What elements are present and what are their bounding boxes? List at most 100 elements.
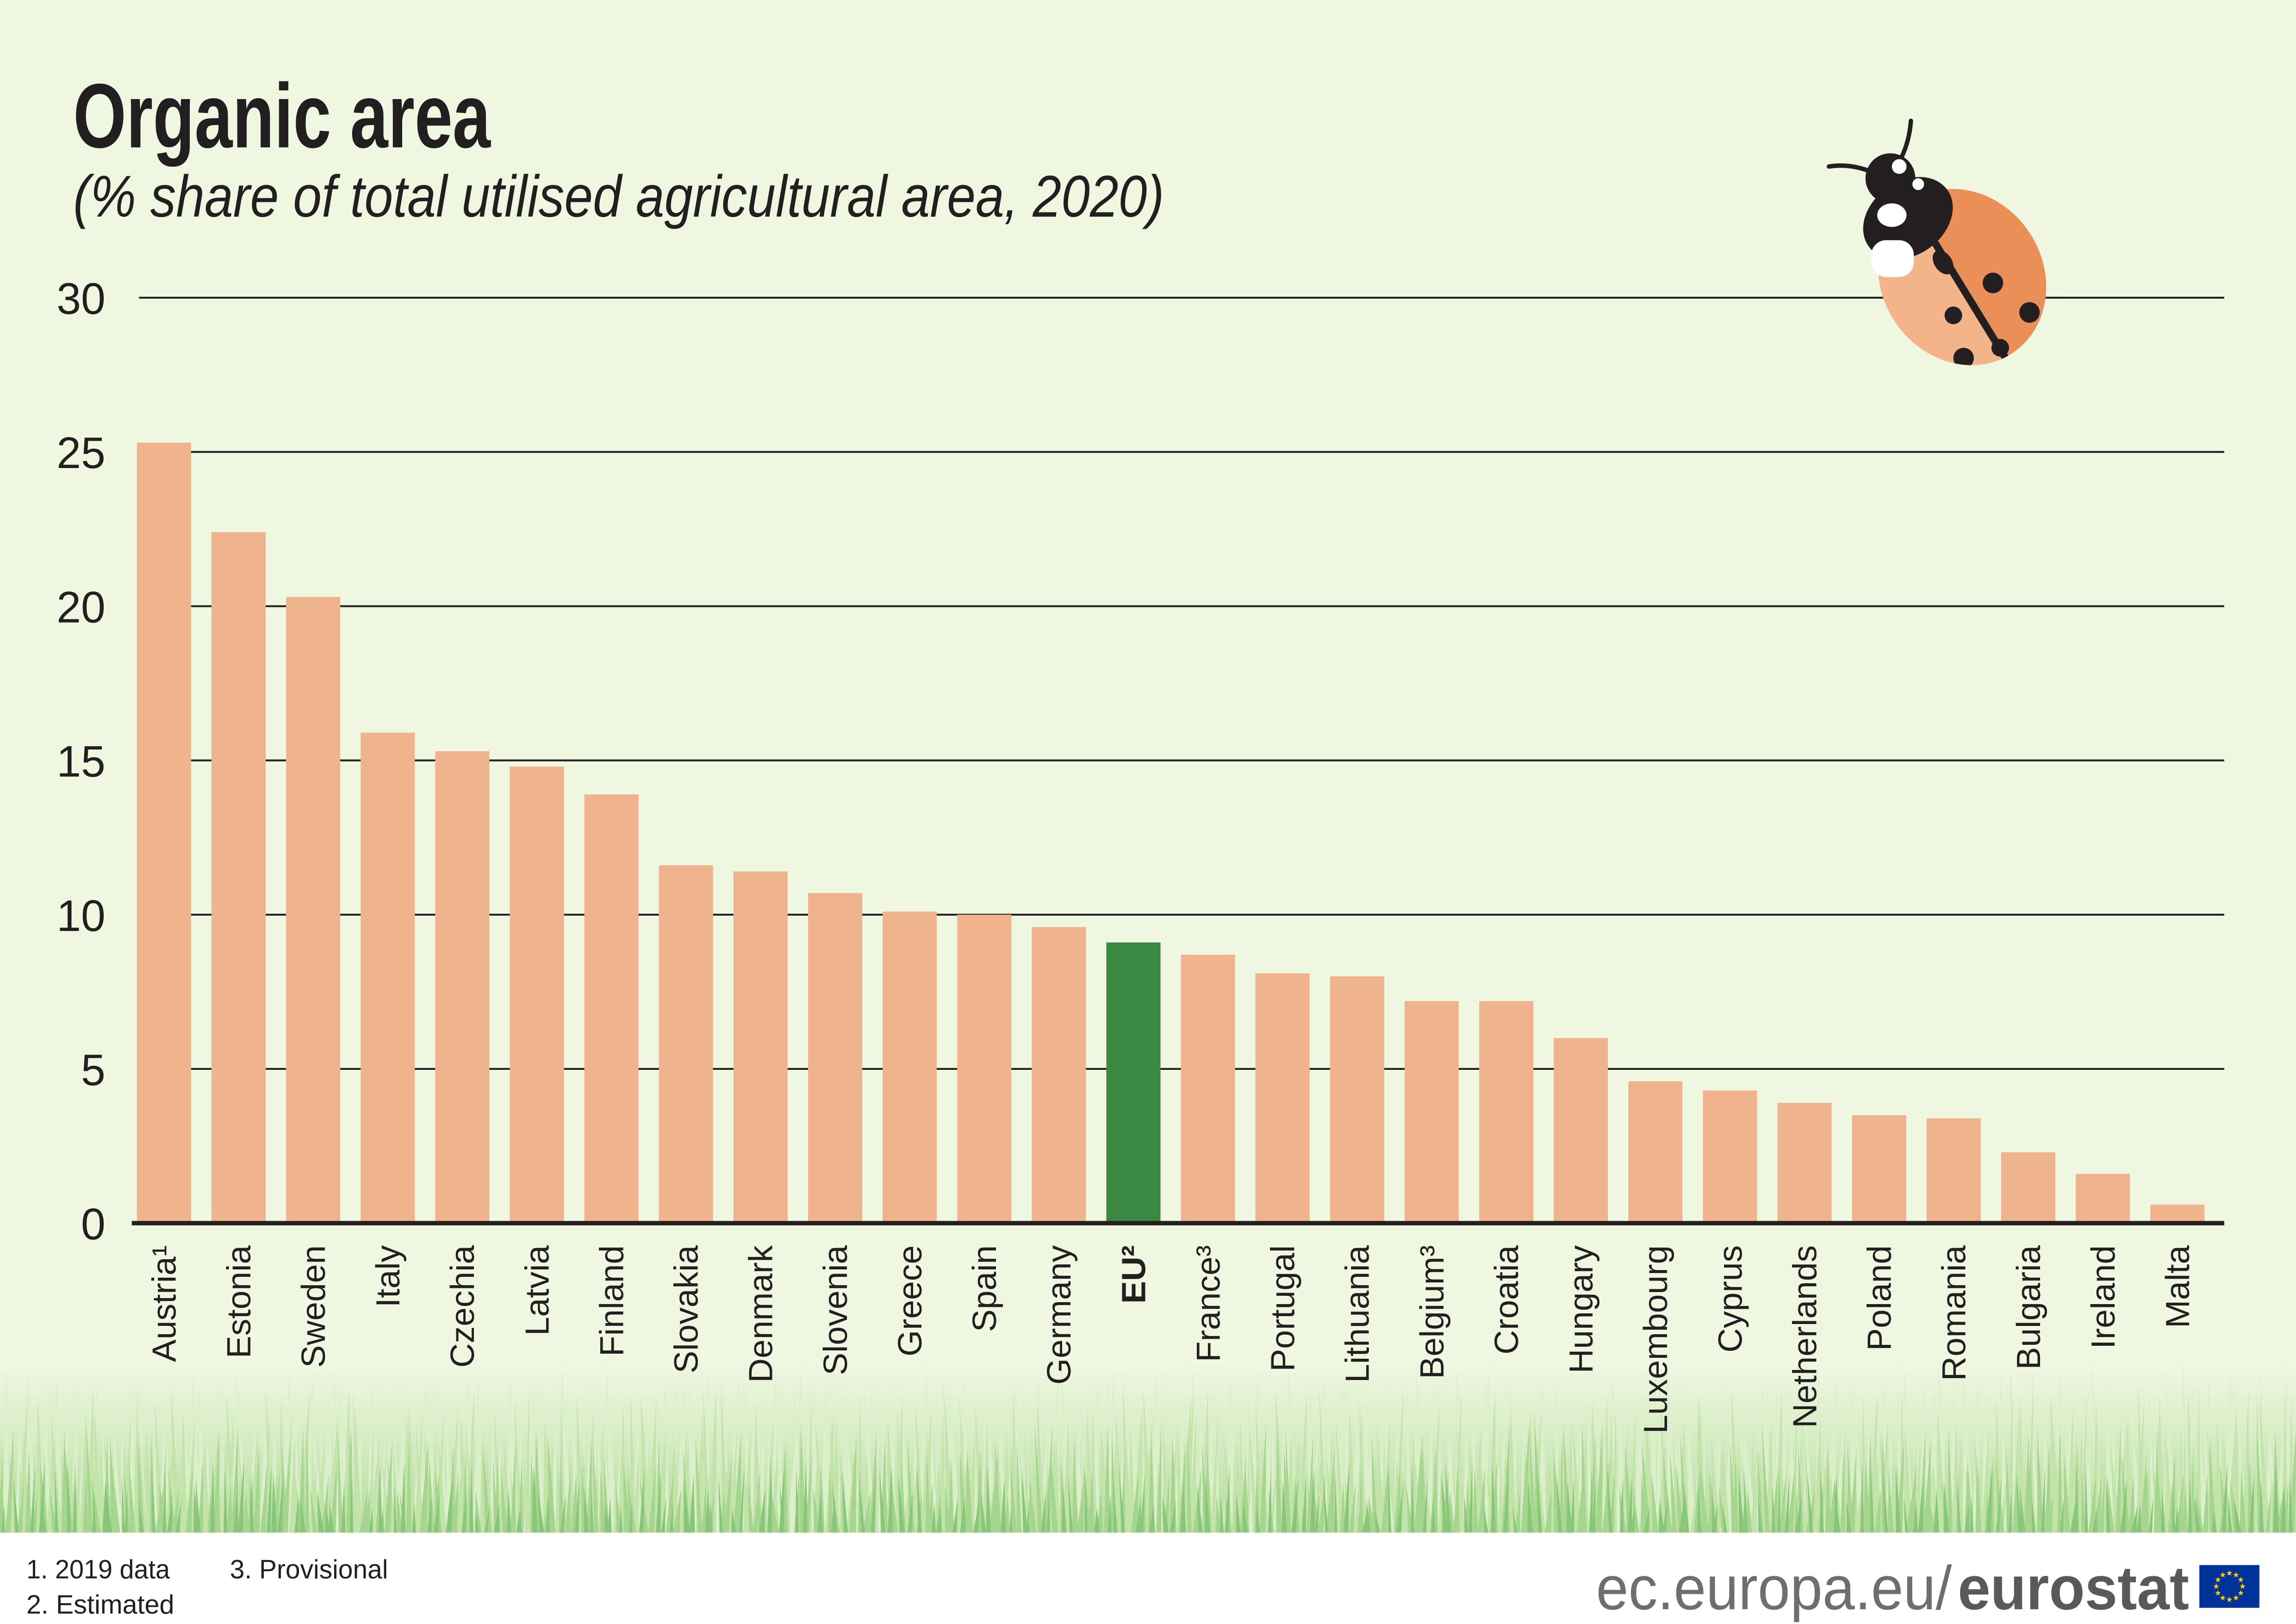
y-tick-label: 25 (56, 429, 106, 478)
source-domain: ec.europa.eu/ (1596, 1554, 1953, 1623)
y-tick-label: 15 (56, 737, 106, 786)
eu-flag-star (2226, 1570, 2233, 1576)
x-category-label: Netherlands (1786, 1245, 1824, 1428)
x-category-label: France³ (1190, 1245, 1227, 1362)
x-axis-category-labels: Austria¹ Estonia Sweden Italy Czechia Latvia F… (146, 1245, 2196, 1433)
y-tick-label: 20 (56, 583, 106, 632)
ladybug-head (1865, 153, 1916, 204)
x-category-label: Italy (369, 1245, 407, 1307)
source-brand: eurostat (1958, 1554, 2189, 1623)
x-category-label: Germany (1040, 1245, 1078, 1385)
bar (957, 914, 1012, 1224)
bar (733, 871, 788, 1224)
x-category-label: Luxembourg (1637, 1245, 1674, 1434)
x-category-label: Croatia (1488, 1245, 1525, 1354)
bar (286, 597, 341, 1224)
ladybug-spot (1953, 348, 1974, 369)
bar (2001, 1152, 2056, 1224)
x-category-label: Malta (2159, 1245, 2196, 1328)
y-tick-label: 5 (81, 1046, 106, 1095)
y-tick-label: 10 (56, 892, 106, 941)
ladybug-eye (1912, 178, 1924, 190)
x-category-label: Romania (1935, 1245, 1973, 1380)
x-category-label: Finland (593, 1245, 631, 1356)
eu-flag-star (2233, 1594, 2239, 1601)
bar (1032, 927, 1086, 1224)
eu-flag-star (2226, 1596, 2233, 1602)
x-category-label: Slovenia (817, 1245, 854, 1375)
eu-flag-star (2220, 1572, 2226, 1578)
x-category-label: Cyprus (1711, 1245, 1749, 1353)
bar (1479, 1001, 1534, 1224)
bar (659, 865, 713, 1224)
bar (510, 766, 564, 1224)
bar (808, 893, 863, 1224)
x-category-label: Austria¹ (146, 1245, 183, 1362)
ladybug-spot (1982, 272, 2004, 294)
bar (1628, 1081, 1683, 1224)
grass-decoration (0, 1359, 2296, 1533)
x-category-label: Spain (966, 1245, 1003, 1332)
x-category-label: Estonia (220, 1245, 258, 1358)
ladybug-spot (2019, 302, 2040, 323)
grass-blades-dark (1, 1459, 2293, 1533)
eu-flag-star (2215, 1590, 2221, 1596)
footnote: 3. Provisional (230, 1555, 388, 1584)
footnotes: 1. 2019 data 2. Estimated 3. Provisional (26, 1555, 388, 1620)
bar (1777, 1103, 1832, 1224)
x-category-label: Poland (1861, 1245, 1898, 1351)
eu-flag-star (2220, 1594, 2226, 1601)
bar-highlight (1106, 942, 1161, 1224)
eu-flag-star (2238, 1576, 2244, 1582)
bar (137, 443, 191, 1224)
bar (2150, 1205, 2205, 1224)
x-category-label: Slovakia (668, 1245, 705, 1373)
bar (2076, 1174, 2130, 1224)
x-category-label: Hungary (1562, 1245, 1600, 1373)
bar (584, 794, 639, 1224)
y-tick-label: 30 (56, 275, 106, 324)
eu-flag-icon (2199, 1565, 2259, 1608)
y-tick-label: 0 (81, 1200, 106, 1249)
x-category-label: Bulgaria (2010, 1245, 2047, 1369)
bar (1852, 1115, 1906, 1224)
bar (1703, 1090, 1757, 1224)
x-category-label: Latvia (518, 1245, 556, 1336)
x-category-label: Lithuania (1339, 1245, 1376, 1383)
x-category-label: Sweden (295, 1245, 332, 1368)
eu-flag-star (2215, 1576, 2221, 1582)
x-category-label: Denmark (742, 1245, 780, 1382)
footnote: 1. 2019 data (26, 1555, 170, 1584)
bar (361, 732, 415, 1224)
ladybug-white-patch (1871, 240, 1914, 277)
bar (211, 532, 266, 1224)
chart-title: Organic area (73, 65, 491, 167)
x-category-label: Portugal (1264, 1245, 1302, 1372)
grass-blades-front (0, 1422, 2296, 1533)
ladybug-white-spot (1877, 203, 1907, 227)
bar (1330, 976, 1384, 1224)
bar (1181, 955, 1235, 1224)
eu-flag-star (2233, 1572, 2239, 1578)
x-category-label: Czechia (444, 1245, 481, 1368)
eu-flag-star (2240, 1583, 2246, 1589)
footnote: 2. Estimated (26, 1590, 174, 1620)
ladybug-wing-divider (1923, 228, 2015, 371)
chart-subtitle: (% share of total utilised agricultural … (73, 163, 1164, 229)
bar (1554, 1038, 1608, 1224)
x-category-label: Ireland (2084, 1245, 2122, 1349)
x-category-label: Belgium³ (1413, 1245, 1451, 1379)
ladybug-eye (1892, 159, 1907, 174)
grass-blades-mid (0, 1385, 2296, 1533)
footer-band (0, 1532, 2296, 1624)
bar (1255, 973, 1310, 1224)
bar (883, 912, 937, 1224)
x-category-label: Greece (891, 1245, 929, 1356)
grass-blades-back (0, 1359, 2296, 1533)
y-axis-tick-labels: 0 5 10 15 20 25 30 (56, 275, 106, 1249)
bars (137, 443, 2205, 1224)
bar (435, 751, 490, 1224)
source-branding: ec.europa.eu/ eurostat (1596, 1554, 2259, 1623)
